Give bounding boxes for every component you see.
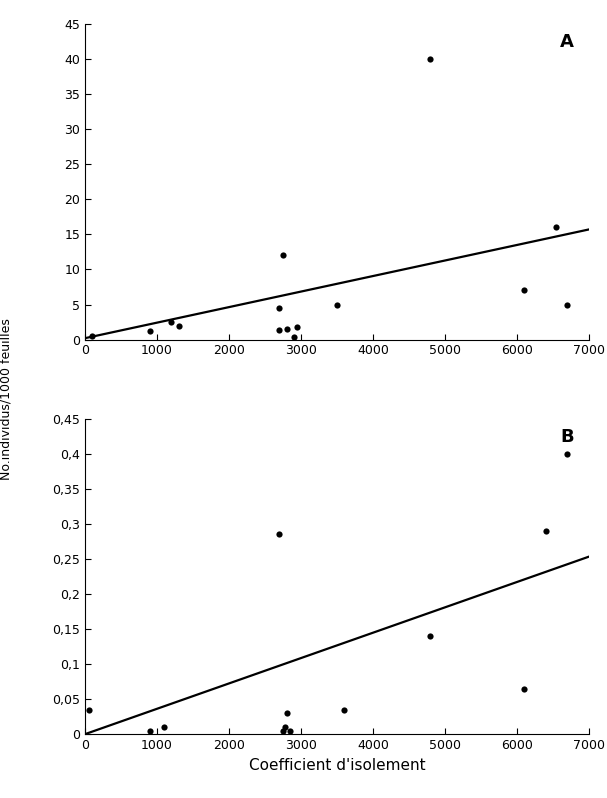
Point — [278, 249, 288, 262]
Point — [274, 527, 284, 540]
Point — [280, 721, 290, 733]
Point — [174, 319, 183, 332]
Point — [282, 322, 291, 335]
X-axis label: Coefficient d'isolement: Coefficient d'isolement — [249, 757, 425, 772]
Point — [562, 298, 572, 311]
Point — [552, 221, 561, 234]
Point — [339, 703, 349, 716]
Point — [87, 330, 97, 342]
Point — [293, 321, 302, 334]
Point — [145, 325, 155, 338]
Point — [426, 53, 435, 65]
Point — [84, 703, 93, 716]
Point — [159, 721, 169, 733]
Text: B: B — [560, 428, 574, 446]
Point — [541, 524, 551, 537]
Point — [145, 725, 155, 737]
Point — [274, 324, 284, 337]
Text: No.individus/1000 feuilles: No.individus/1000 feuilles — [0, 318, 13, 480]
Point — [274, 302, 284, 314]
Point — [332, 298, 342, 311]
Point — [519, 682, 529, 695]
Point — [166, 316, 176, 329]
Point — [562, 447, 572, 460]
Point — [519, 284, 529, 297]
Point — [282, 707, 291, 720]
Text: A: A — [560, 34, 574, 51]
Point — [289, 331, 299, 344]
Point — [426, 630, 435, 642]
Point — [285, 725, 295, 737]
Point — [278, 725, 288, 737]
